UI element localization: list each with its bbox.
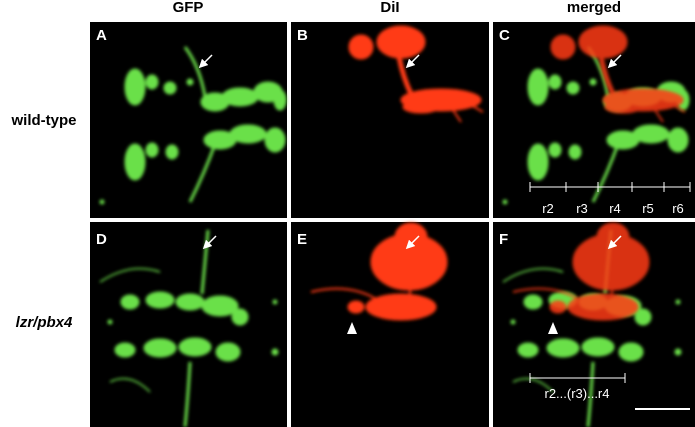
panel: D <box>90 222 287 427</box>
panel-letter: B <box>297 27 308 44</box>
row-label: lzr/pbx4 <box>16 314 73 331</box>
rhombomere-label: r3 <box>576 201 588 216</box>
panel: E <box>291 222 489 427</box>
panel: C r2 r3 r4 r5 r6 <box>493 22 695 218</box>
panel: B <box>291 22 489 218</box>
rhombomere-label: r5 <box>642 201 654 216</box>
panel-letter: C <box>499 27 510 44</box>
panel: F r2...(r3)...r4 <box>493 222 695 427</box>
rhombomere-scale <box>529 182 691 192</box>
column-header: GFP <box>173 0 204 16</box>
rhombomere-label: r6 <box>672 201 684 216</box>
panel-letter: F <box>499 231 508 248</box>
panel-letter: E <box>297 231 307 248</box>
span-label: r2...(r3)...r4 <box>544 386 609 401</box>
panel-letter: D <box>96 231 107 248</box>
column-header: DiI <box>380 0 399 16</box>
row-label: wild-type <box>10 112 76 129</box>
rhombomere-label: r4 <box>609 201 621 216</box>
rhombomere-label: r2 <box>542 201 554 216</box>
panel: A <box>90 22 288 218</box>
span-bracket <box>529 373 626 383</box>
panel-letter: A <box>96 27 107 44</box>
column-header: merged <box>567 0 621 16</box>
